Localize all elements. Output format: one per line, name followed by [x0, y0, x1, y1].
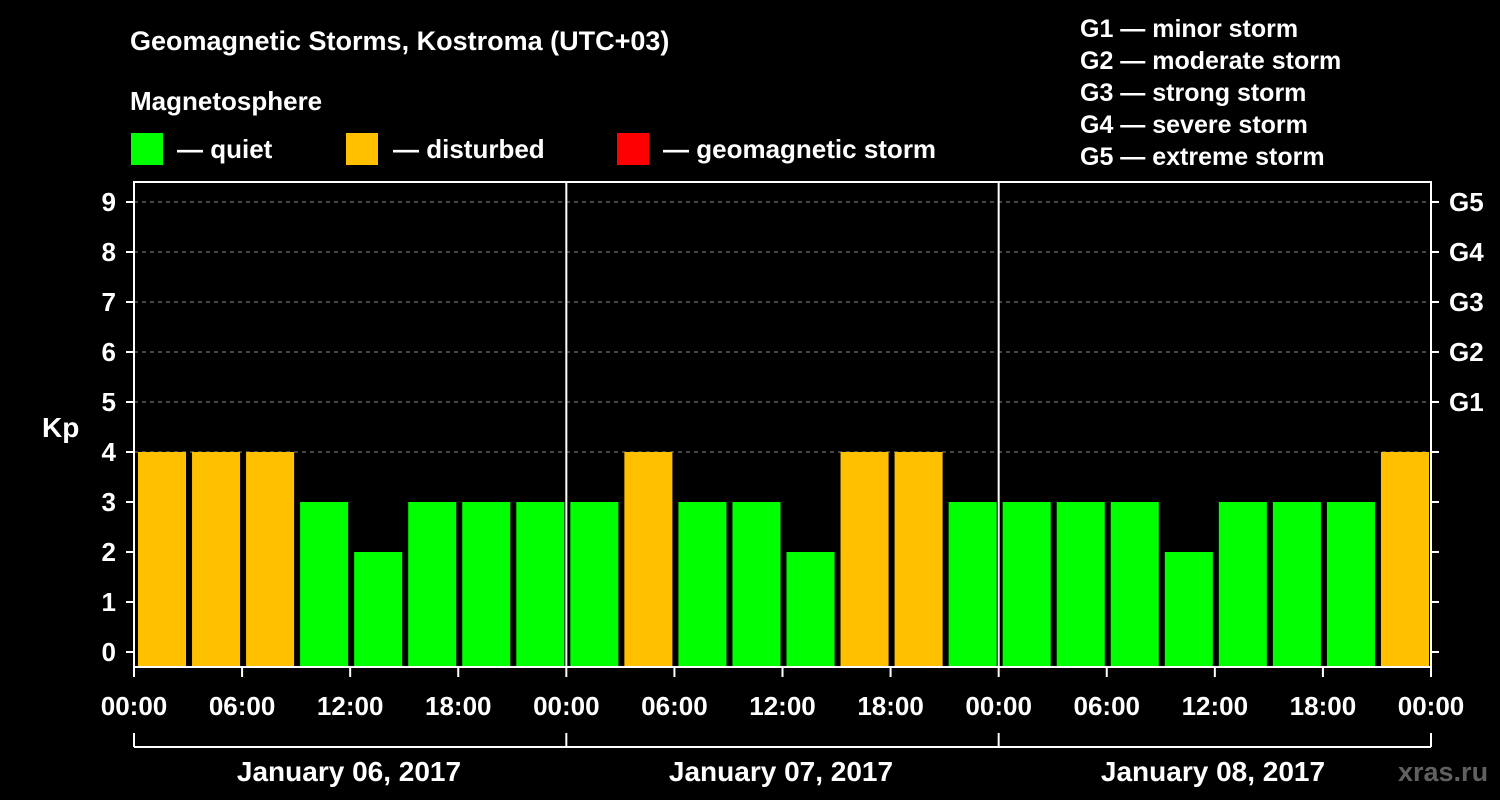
- g-level-label: G5: [1449, 187, 1484, 217]
- storm-scale-g4: G4 — severe storm: [1080, 111, 1308, 139]
- x-tick-label: 18:00: [1290, 691, 1357, 721]
- kp-bar: [678, 502, 727, 667]
- kp-bar: [354, 552, 403, 667]
- x-tick-label: 12:00: [317, 691, 384, 721]
- grid: [134, 201, 1431, 453]
- kp-bar: [138, 452, 187, 667]
- kp-bar: [1056, 502, 1105, 667]
- kp-bar: [570, 502, 619, 667]
- y-tick-label: 3: [102, 487, 116, 517]
- y-tick-label: 0: [102, 637, 116, 667]
- day-label-3: January 08, 2017: [1101, 756, 1325, 787]
- g-level-label: G2: [1449, 337, 1484, 367]
- kp-bar: [408, 502, 457, 667]
- x-tick-label: 12:00: [749, 691, 816, 721]
- kp-bar: [1218, 502, 1267, 667]
- x-tick-label: 06:00: [1074, 691, 1141, 721]
- x-tick-label: 06:00: [641, 691, 708, 721]
- y-tick-label: 4: [102, 437, 117, 467]
- kp-bar: [516, 502, 565, 667]
- x-tick-label: 18:00: [425, 691, 492, 721]
- watermark: xras.ru: [1398, 757, 1488, 787]
- kp-bar: [948, 502, 997, 667]
- kp-bar: [1326, 502, 1375, 667]
- legend-heading: Magnetosphere: [130, 86, 322, 116]
- g-level-label: G4: [1449, 237, 1484, 267]
- kp-bar: [894, 452, 943, 667]
- kp-bar: [624, 452, 673, 667]
- y-axis-label: Kp: [42, 412, 79, 443]
- storm-scale-g3: G3 — strong storm: [1080, 79, 1306, 107]
- kp-bar: [300, 502, 349, 667]
- axes: [126, 181, 1439, 748]
- kp-bar: [246, 452, 295, 667]
- chart-title: Geomagnetic Storms, Kostroma (UTC+03): [130, 26, 669, 56]
- kp-bar: [732, 502, 781, 667]
- kp-bar: [1164, 552, 1213, 667]
- y-tick-label: 5: [102, 387, 116, 417]
- x-tick-label: 18:00: [857, 691, 924, 721]
- x-tick-label: 00:00: [965, 691, 1032, 721]
- storm-scale-g1: G1 — minor storm: [1080, 15, 1298, 43]
- kp-bar: [192, 452, 241, 667]
- x-tick-label: 06:00: [209, 691, 276, 721]
- legend-swatch-quiet: [131, 133, 163, 165]
- y-tick-label: 2: [102, 537, 116, 567]
- legend: — quiet — disturbed — geomagnetic storm: [131, 133, 936, 165]
- kp-bar: [786, 552, 835, 667]
- day-label-2: January 07, 2017: [669, 756, 893, 787]
- legend-label-storm: — geomagnetic storm: [663, 134, 936, 164]
- bars: [138, 452, 1429, 667]
- y-tick-label: 8: [102, 237, 116, 267]
- y-tick-label: 6: [102, 337, 116, 367]
- storm-scale: G1 — minor storm G2 — moderate storm G3 …: [1080, 15, 1341, 171]
- y-tick-label: 1: [102, 587, 116, 617]
- kp-bar: [1110, 502, 1159, 667]
- storm-scale-g5: G5 — extreme storm: [1080, 143, 1325, 171]
- x-tick-label: 00:00: [1398, 691, 1465, 721]
- g-level-label: G3: [1449, 287, 1484, 317]
- storm-scale-g2: G2 — moderate storm: [1080, 47, 1341, 75]
- legend-swatch-storm: [617, 133, 649, 165]
- kp-bar: [840, 452, 889, 667]
- kp-bar: [1002, 502, 1051, 667]
- legend-label-quiet: — quiet: [177, 134, 273, 164]
- kp-bar: [1380, 452, 1429, 667]
- y-tick-label: 7: [102, 287, 116, 317]
- g-level-label: G1: [1449, 387, 1484, 417]
- legend-swatch-disturbed: [346, 133, 378, 165]
- x-tick-label: 00:00: [101, 691, 168, 721]
- tick-labels: 0 1 2 3 4 5 6 7 8 9 G1 G2 G3 G4 G5 00:00 06:00 12:00 18:00…: [101, 187, 1484, 721]
- kp-bar: [1272, 502, 1321, 667]
- x-tick-label: 12:00: [1182, 691, 1249, 721]
- legend-label-disturbed: — disturbed: [393, 134, 545, 164]
- x-tick-label: 00:00: [533, 691, 600, 721]
- y-tick-label: 9: [102, 187, 116, 217]
- day-label-1: January 06, 2017: [237, 756, 461, 787]
- kp-bar: [462, 502, 511, 667]
